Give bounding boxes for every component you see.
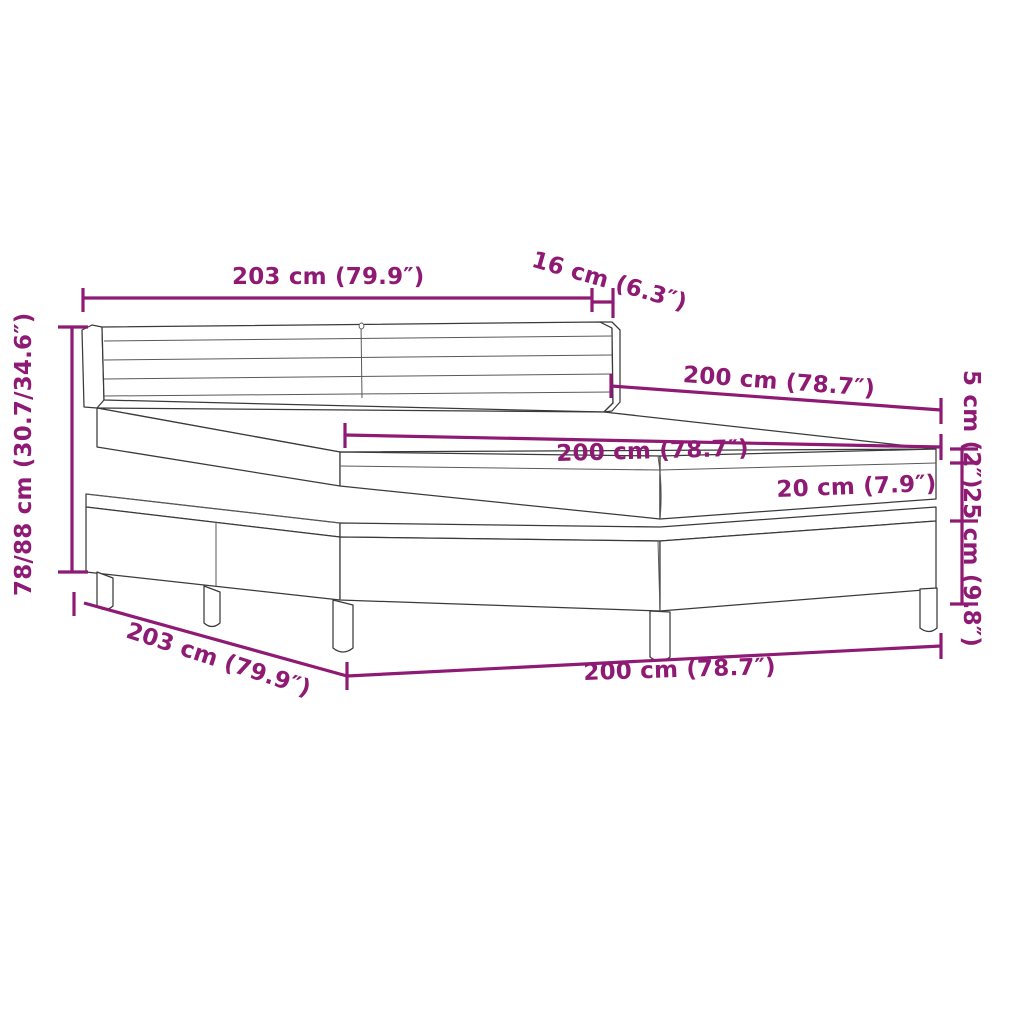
- headboard-left-wing: [81, 324, 105, 409]
- leg-front-right: [919, 587, 938, 633]
- headboard-seam-4: [103, 391, 613, 397]
- headboard-seam-2: [103, 354, 613, 361]
- leg-front-corner: [332, 599, 354, 653]
- label-base-height: 25 cm (9.8″): [958, 487, 984, 648]
- dimension-lines: [58, 288, 978, 690]
- bed-body: [81, 321, 938, 662]
- leg-front-center: [649, 610, 671, 662]
- headboard-divider-cap: [358, 322, 365, 330]
- dimline-mattress-length: [344, 433, 942, 449]
- leg-rear-left: [96, 571, 114, 611]
- headboard-center-divider: [360, 323, 363, 399]
- label-top-length: 203 cm (79.9″): [232, 264, 425, 290]
- leg-mid-left: [203, 585, 221, 628]
- headboard-seam-1: [103, 335, 613, 342]
- mattress-front-right-half: [659, 448, 937, 520]
- mattress-center-split: [657, 455, 662, 520]
- dimline-bottom-width: [346, 644, 942, 678]
- dimline-top-right-width: [610, 384, 942, 412]
- label-topper-thickness: 5 cm (2″): [958, 370, 984, 489]
- headboard-right-wing: [599, 321, 621, 413]
- mattress-topper-seam-right: [659, 462, 937, 471]
- headboard-panel: [101, 321, 614, 413]
- label-mattress-length: 200 cm (78.7″): [556, 435, 750, 467]
- headboard-seam-3: [103, 373, 613, 380]
- dimline-bottom-depth: [83, 601, 348, 678]
- base-back-edge-left: [85, 493, 341, 524]
- mattress-topper-seam-left: [339, 465, 661, 471]
- base-front-left-half: [339, 536, 661, 612]
- label-total-height: 78/88 cm (30.7/34.6″): [11, 312, 37, 596]
- base-seam-center: [657, 540, 661, 612]
